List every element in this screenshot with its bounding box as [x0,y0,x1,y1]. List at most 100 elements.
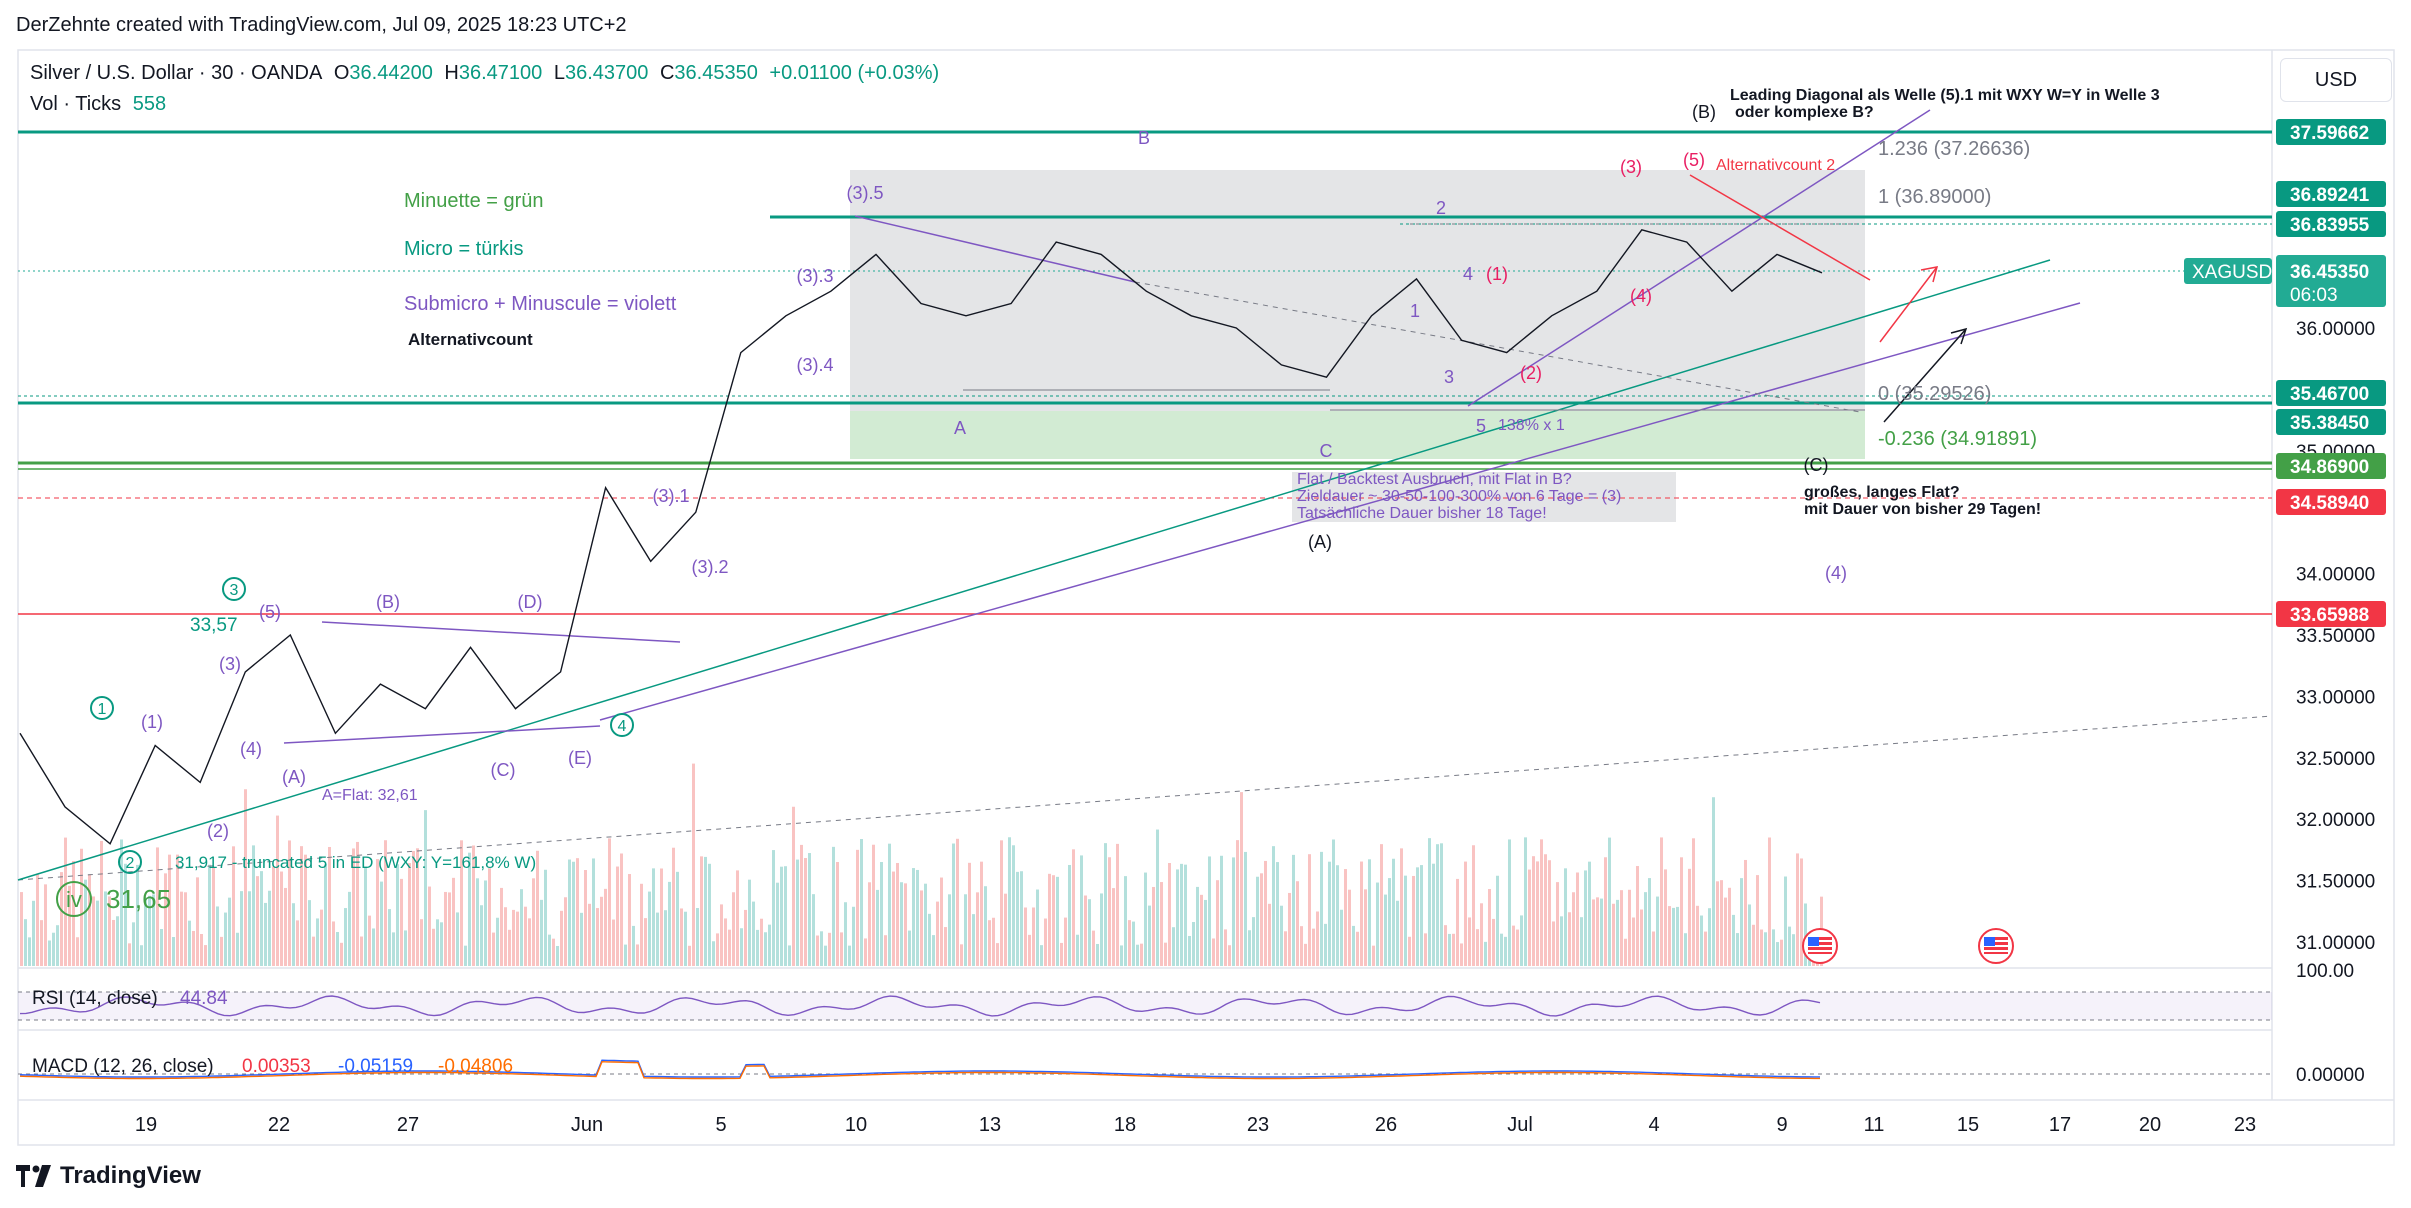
us-flag-icon[interactable] [1802,928,1838,964]
volume-bar [284,887,287,966]
volume-bar [44,884,47,966]
volume-bar [272,866,275,966]
volume-bar [708,863,711,966]
volume-bar [368,915,371,966]
ohlc-legend: Silver / U.S. Dollar · 30 · OANDA O36.44… [30,62,945,85]
volume-bar [508,929,511,966]
volume-bar [1128,920,1131,966]
note-flat-2: Zieldauer ~ 30-50-100-300% von 6 Tage = … [1297,488,1621,505]
volume-bar [948,894,951,966]
volume-bar [792,806,795,966]
volume-bar [448,892,451,966]
volume-bar [1644,892,1647,966]
volume-bar [28,937,31,966]
volume-bar [788,945,791,966]
volume-bar [1572,892,1575,966]
volume-bar [1032,907,1035,966]
us-flag-icon[interactable] [1978,928,2014,964]
wave-label: 5 [1476,416,1486,436]
volume-bar [108,896,111,966]
volume-bar [772,850,775,966]
volume-bar [184,892,187,966]
volume-bar [1080,855,1083,966]
volume-bar [1400,848,1403,966]
volume-legend: Vol · Ticks 558 [30,93,172,116]
volume-bar [896,863,899,966]
volume-bar [328,846,331,966]
volume-bar [164,873,167,966]
volume-bar [120,839,123,966]
volume-bar [1348,889,1351,966]
volume-bar [572,861,575,966]
volume-bar [1008,837,1011,966]
volume-bar [800,844,803,966]
volume-bar [1324,923,1327,966]
note-leading-1: Leading Diagonal als Welle (5).1 mit WXY… [1730,87,2160,104]
volume-bar [1040,945,1043,966]
volume-bar [1516,929,1519,966]
volume-bar [1360,861,1363,966]
trendline-violet-upper [1467,109,1931,407]
volume-bar [1204,899,1207,966]
volume-bar [648,891,651,966]
volume-bar [780,866,783,966]
wave-label: (C) [491,760,516,780]
time-axis-tick: 13 [979,1114,1001,1136]
note-truncated: 31,917 - truncated 5 in ED (WXY: Y=161,8… [175,853,536,872]
volume-bar [192,930,195,966]
volume-bar [632,925,635,966]
volume-bar [688,945,691,966]
svg-text:34.86900: 34.86900 [2290,457,2369,478]
volume-bar [1216,880,1219,966]
price-axis-tick: 33.50000 [2296,626,2375,647]
volume-bar [1368,859,1371,966]
volume-bar [1160,882,1163,966]
note-altcount: Alternativcount [408,330,533,349]
volume-bar [908,930,911,966]
tradingview-logo[interactable]: TradingView [16,1162,201,1190]
volume-bar [1600,898,1603,966]
time-axis-tick: 19 [135,1114,157,1136]
trendline-gray-dashed [17,715,2273,881]
price-axis-tick: 31.00000 [2296,933,2375,954]
volume-bar [244,789,247,966]
volume-bar [1568,912,1571,966]
volume-bar [824,945,827,966]
volume-bar [784,866,787,966]
volume-bar [1104,843,1107,966]
volume-bar [1408,936,1411,966]
volume-bar [1328,861,1331,966]
price-axis-tick: 32.00000 [2296,810,2375,831]
volume-bar [1440,843,1443,966]
volume-bar [352,848,355,966]
volume-bar [1492,918,1495,966]
volume-bar [852,906,855,966]
price-axis-tick: 34.00000 [2296,565,2375,586]
time-axis-tick: 11 [1864,1114,1885,1136]
triangle-lower [283,725,601,744]
volume-bar [588,903,591,966]
volume-bar [1488,889,1491,966]
volume-bar [576,858,579,966]
volume-bar [1024,907,1027,966]
volume-bar [712,941,715,966]
volume-bar [1656,896,1659,966]
symbol-title[interactable]: Silver / U.S. Dollar · 30 · OANDA [30,62,323,84]
volume-bar [1420,865,1423,966]
volume-bar [920,890,923,966]
volume-bar [1312,928,1315,966]
svg-text:36.45350: 36.45350 [2290,262,2369,283]
volume-bar [288,840,291,966]
volume-bar [100,840,103,966]
volume-bar [196,877,199,966]
wave-label: 4 [1463,264,1473,284]
rsi-axis-tick: 100.00 [2296,961,2354,982]
volume-bar [1776,942,1779,966]
volume-bar [1552,921,1555,966]
volume-bar [300,846,303,966]
wave-label: (4) [1630,286,1652,306]
volume-bar [1720,880,1723,966]
volume-label[interactable]: Vol · Ticks [30,93,122,115]
currency-button[interactable]: USD [2280,58,2392,102]
